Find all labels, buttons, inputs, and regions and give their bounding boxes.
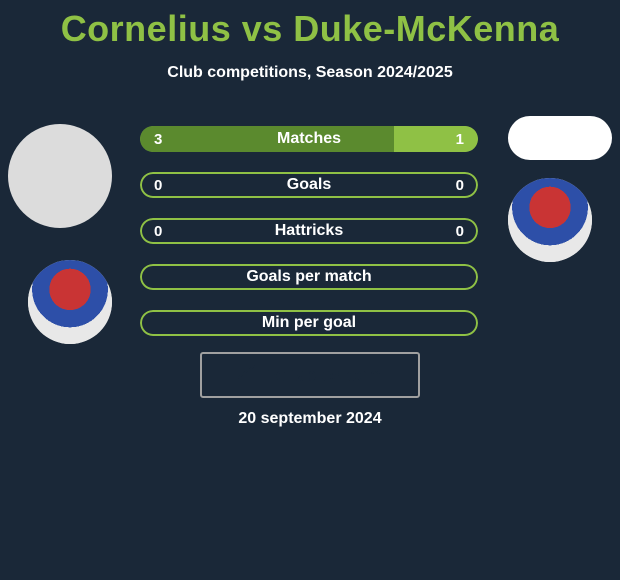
page-title: Cornelius vs Duke-McKenna: [0, 0, 620, 50]
stat-label: Min per goal: [140, 310, 478, 336]
player-right-avatar: [508, 116, 612, 160]
comparison-bars: 31Matches 00Goals 00Hattricks Goals per mat…: [140, 126, 478, 356]
stat-row: Goals per match: [140, 264, 478, 290]
player-left-avatar: [8, 124, 112, 228]
player-right-crest: [508, 178, 592, 262]
bar-chart-icon: [237, 365, 259, 385]
stat-label: Goals: [140, 172, 478, 198]
crest-icon: [28, 260, 112, 344]
stat-label: Matches: [140, 126, 478, 152]
player-left-crest: [28, 260, 112, 344]
stat-row: 00Goals: [140, 172, 478, 198]
watermark-text: FcTables.com: [265, 365, 384, 386]
date-text: 20 september 2024: [0, 410, 620, 428]
watermark-badge: FcTables.com: [200, 352, 420, 398]
stat-label: Hattricks: [140, 218, 478, 244]
stat-row: 31Matches: [140, 126, 478, 152]
crest-icon: [508, 178, 592, 262]
page-subtitle: Club competitions, Season 2024/2025: [0, 64, 620, 82]
stat-label: Goals per match: [140, 264, 478, 290]
stat-row: Min per goal: [140, 310, 478, 336]
stat-row: 00Hattricks: [140, 218, 478, 244]
